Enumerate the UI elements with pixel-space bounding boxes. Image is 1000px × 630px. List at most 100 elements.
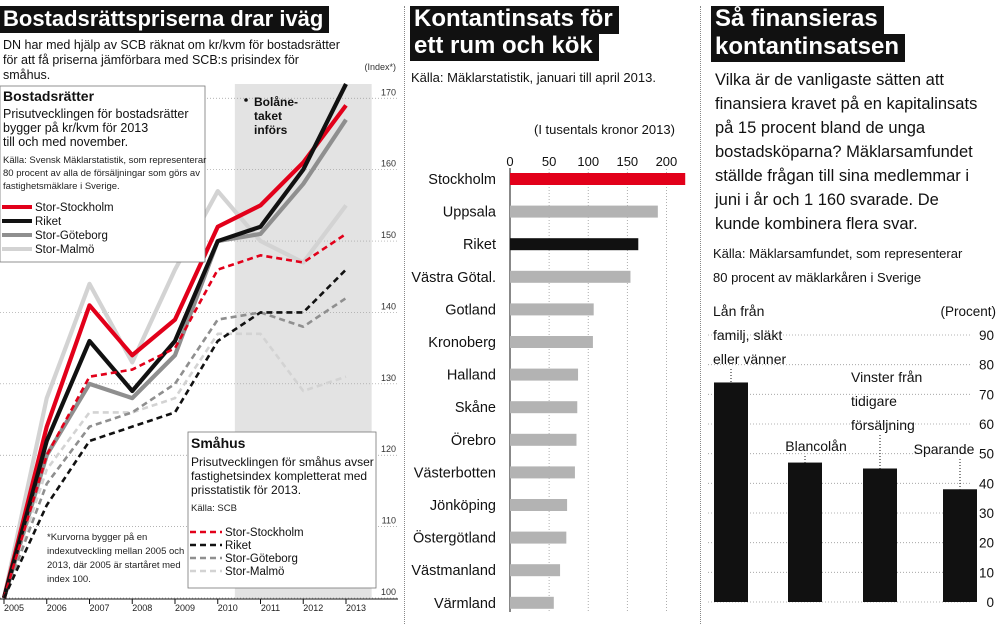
panel3-source: Källa: Mäklarsamfundet, som representera… — [713, 242, 962, 290]
series-line-bostadsrätter-riket — [1, 83, 348, 599]
panel3-source-line: 80 procent av mäklarkåren i Sverige — [713, 270, 922, 285]
panel2-title-line1: Kontantinsats för — [410, 6, 619, 34]
y-tick-label: 150 — [381, 230, 396, 240]
series-line-småhus-stor-malmö — [2, 332, 347, 599]
bar — [510, 596, 554, 609]
series-line-bostadsrätter-stor-malmö — [1, 188, 348, 599]
bar-chart-vertical: 0 10 20 30 40 50 60 70 80 90 (Procent) Lån från fami… — [708, 303, 996, 610]
panel2-axis-label: (I tusentals kronor 2013) — [534, 122, 675, 137]
panel3-source-line: Källa: Mäklarsamfundet, som representera… — [713, 246, 963, 261]
panel3-intro-line: Vilka är de vanligaste sätten att — [715, 71, 945, 89]
bar — [510, 564, 561, 577]
series-line-småhus-stor-stockholm — [2, 232, 347, 599]
box-source: 80 procent av alla de försäljningar som … — [3, 168, 200, 179]
y-axis-label: (Index*) — [364, 62, 396, 72]
box-source: Källa: Svensk Mäklarstatistik, som repre… — [3, 155, 206, 166]
category-label: Gotland — [445, 302, 496, 318]
panel2-title-line2: ett rum och kök — [410, 33, 599, 61]
box-source: Källa: SCB — [191, 503, 237, 514]
bar — [510, 205, 658, 218]
x-tick-label: 50 — [542, 154, 556, 169]
series-line-småhus-stor-göteborg — [2, 297, 347, 599]
y-tick-label: 80 — [979, 358, 994, 373]
y-tick-label: 60 — [979, 417, 994, 432]
panel1-intro-line: DN har med hjälp av SCB räknat om kr/kvm… — [3, 38, 340, 52]
category-label: Örebro — [451, 431, 496, 449]
bar — [510, 336, 593, 348]
bar — [510, 270, 631, 283]
category-label: Kronoberg — [428, 335, 496, 351]
x-tick-label: 2007 — [89, 603, 109, 613]
y-tick-label: 0 — [986, 595, 994, 610]
category-label: Riket — [463, 237, 496, 253]
panel3-title-line1: Så finansieras — [711, 6, 884, 34]
category-label: Halland — [447, 368, 496, 384]
category-label: Stockholm — [428, 172, 496, 188]
box-text: Prisutvecklingen för småhus avser — [191, 455, 374, 469]
legend-label: Riket — [35, 216, 62, 228]
panel3-intro: Vilka är de vanligaste sätten att finans… — [715, 68, 977, 236]
annotation-text: införs — [254, 123, 288, 137]
bar — [510, 238, 639, 251]
line-chart: 100 110 120 130 140 150 160 170 (Index*) 2005 2006… — [0, 62, 398, 613]
panel1-intro-line: småhus. — [3, 68, 51, 82]
annotation-text: taket — [254, 109, 282, 123]
series-line-bostadsrätter-stor-göteborg — [1, 118, 348, 599]
x-tick-label: 2009 — [175, 603, 195, 613]
panel1-intro: DN har med hjälp av SCB räknat om kr/kvm… — [3, 38, 340, 83]
annotation-marker — [244, 98, 248, 102]
bar-chart-horizontal: 0 50 100 150 200 Stockholm Uppsala Riket Västra … — [411, 154, 686, 612]
x-tick-label: 2006 — [47, 603, 67, 613]
box-title: Bostadsrätter — [3, 88, 95, 104]
panel3-intro-line: finansiera kravet på en kapitalinsats — [715, 95, 978, 113]
bar — [510, 368, 579, 381]
footnote-line: indexutveckling mellan 2005 och — [47, 546, 184, 557]
panel3-intro-line: bostadsköparna? Mäklarsamfundet — [715, 143, 973, 161]
category-label: Uppsala — [443, 205, 497, 221]
y-tick-label: 130 — [381, 373, 396, 383]
y-axis-label: (Procent) — [940, 304, 996, 319]
y-tick-label: 100 — [381, 587, 396, 597]
x-tick-label: 150 — [616, 154, 638, 169]
x-tick-label: 2005 — [4, 603, 24, 613]
y-tick-label: 120 — [381, 444, 396, 454]
annotation-text: Bolåne- — [254, 95, 298, 109]
panel1-title: Bostadsrättspriserna drar iväg — [0, 6, 330, 33]
y-tick-label: 140 — [381, 301, 396, 311]
box-text: fastighetsindex kompletterat med — [191, 469, 367, 483]
y-tick-label: 110 — [382, 516, 396, 526]
x-tick-label: 2011 — [261, 603, 280, 613]
bar — [788, 462, 822, 602]
bar — [863, 468, 897, 602]
panel3-intro-line: kunde kombinera flera svar. — [715, 215, 918, 233]
category-label: Skåne — [455, 400, 496, 416]
bar-label: Vinster från — [851, 369, 922, 385]
legend-label: Stor-Göteborg — [35, 230, 108, 242]
y-tick-label: 40 — [979, 476, 994, 491]
box-text: prisstatistik för 2013. — [191, 483, 301, 497]
panel-finansiering: Så finansieras kontantinsatsen Vilka är … — [703, 0, 1000, 630]
series-line-småhus-riket — [2, 268, 347, 599]
panel3-intro-line: ställde frågan till sina medlemmar i — [715, 167, 970, 185]
bar — [943, 489, 977, 602]
panel-kontantinsats: Kontantinsats för ett rum och kök Källa:… — [406, 0, 696, 630]
legend-box-bostadsratt — [0, 85, 206, 263]
bar — [510, 531, 567, 544]
x-tick-label: 2008 — [132, 603, 152, 613]
box-text: till och med november. — [3, 135, 128, 149]
bar-label: familj, släkt — [713, 327, 782, 343]
category-label: Jönköping — [430, 498, 496, 514]
panel2-source: Källa: Mäklarstatistik, januari till apr… — [411, 70, 656, 85]
bar-label: försäljning — [851, 417, 915, 433]
y-tick-label: 70 — [979, 387, 994, 402]
bar-label: tidigare — [851, 393, 897, 409]
footnote-line: index 100. — [47, 574, 91, 585]
legend-label: Stor-Stockholm — [35, 202, 114, 214]
y-tick-label: 170 — [381, 87, 396, 97]
bar — [510, 173, 686, 185]
legend-box-smahus — [187, 431, 377, 589]
panel3-title-line2: kontantinsatsen — [711, 34, 906, 62]
category-label: Västerbotten — [414, 465, 496, 481]
x-tick-label: 2012 — [303, 603, 323, 613]
x-tick-label: 2013 — [346, 603, 366, 613]
